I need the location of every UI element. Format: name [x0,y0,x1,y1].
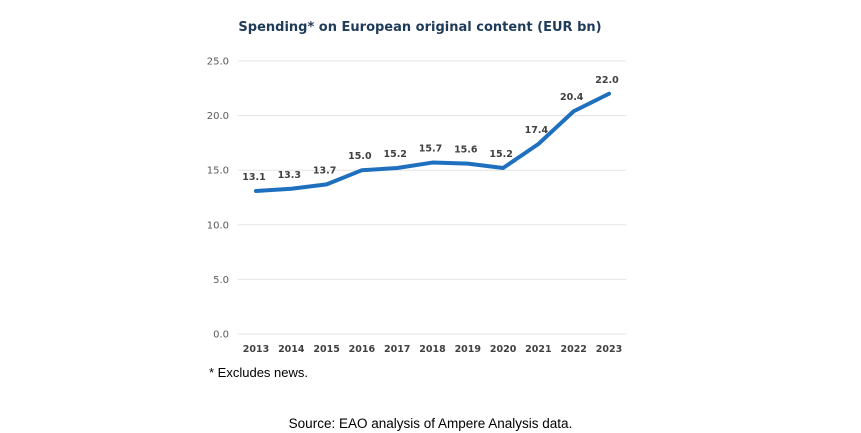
x-tick-label: 2023 [596,344,622,355]
gridlines [238,60,626,335]
chart-title: Spending* on European original content (… [238,20,601,35]
y-tick-label: 0.0 [213,330,229,341]
y-tick-label: 15.0 [207,166,229,177]
y-tick-label: 10.0 [207,220,229,231]
data-label: 17.4 [525,125,549,136]
data-label: 13.7 [313,165,336,176]
x-tick-label: 2017 [384,344,410,355]
data-labels: 13.1 13.3 13.7 15.0 15.2 15.7 15.6 15.2 17.4 20.4… [242,75,619,183]
y-axis-ticks: 0.0 5.0 10.0 15.0 20.0 25.0 [207,57,229,341]
x-tick-label: 2013 [243,344,269,355]
x-axis-ticks: 2013 2014 2015 2016 2017 2018 2019 2020 2021 2022… [243,344,622,355]
x-tick-label: 2018 [419,344,446,355]
x-tick-label: 2015 [313,344,339,355]
data-label: 20.4 [560,92,584,103]
data-label: 15.0 [348,151,372,162]
source-note: Source: EAO analysis of Ampere Analysis … [288,416,573,431]
x-tick-label: 2014 [278,344,305,355]
x-tick-label: 2019 [455,344,481,355]
x-tick-label: 2021 [525,344,551,355]
data-label: 15.7 [419,144,442,155]
footnote: * Excludes news. [209,365,308,380]
data-label: 15.2 [489,149,512,160]
data-label: 13.1 [242,172,265,183]
series-line [254,91,611,193]
x-tick-label: 2022 [560,344,586,355]
series-layer [254,91,611,193]
x-tick-label: 2020 [490,344,517,355]
y-tick-label: 20.0 [207,111,229,122]
data-label: 15.6 [454,145,478,156]
data-label: 22.0 [595,75,619,86]
data-label: 15.2 [383,149,406,160]
y-tick-label: 5.0 [213,275,229,286]
y-tick-label: 25.0 [207,57,229,68]
data-label: 13.3 [278,170,301,181]
x-tick-label: 2016 [349,344,376,355]
